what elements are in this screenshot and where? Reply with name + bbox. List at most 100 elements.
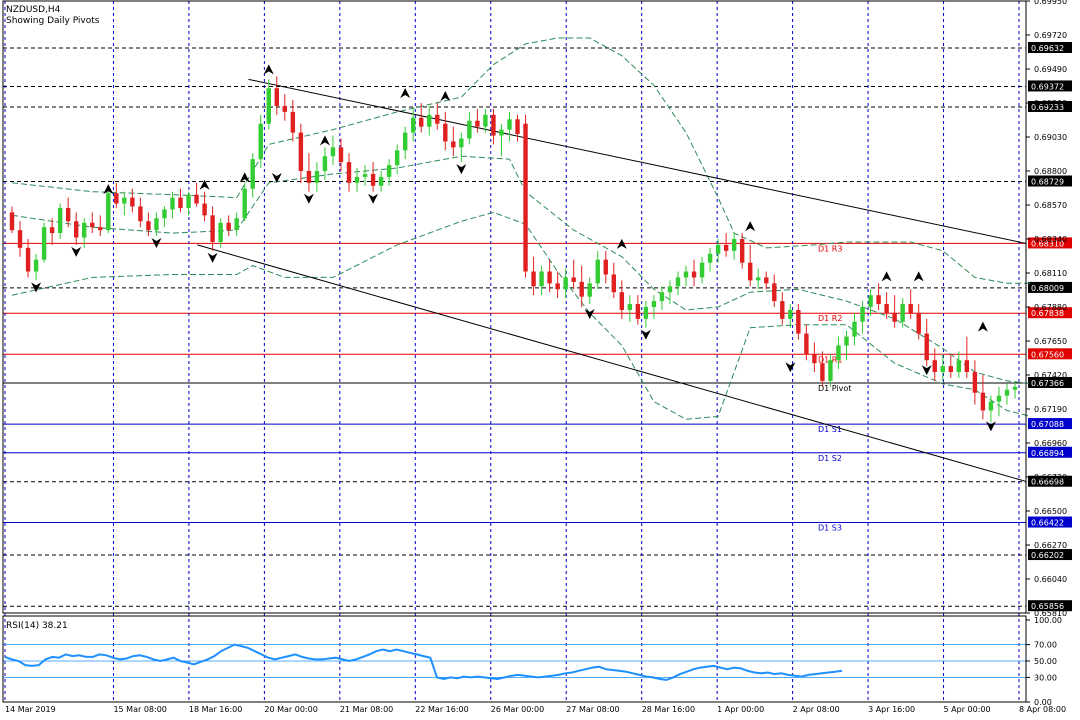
fractal-up-marker [881,271,892,282]
candle-bear [346,162,352,183]
candle-bull [715,244,721,254]
fractal-down-marker [271,173,282,183]
candle-bear [820,363,825,381]
price-tick-label: 0.66270 [1034,541,1067,550]
candle-bear [146,221,151,231]
candle-bear [772,283,777,302]
fractal-down-marker [456,164,467,175]
candle-bull [651,301,657,307]
candle-bear [691,271,697,278]
fractal-up-marker [440,91,451,101]
time-grid: 14 Mar 2019 15 Mar 08:00 18 Mar 16:00 20 Ma… [4,1,1066,714]
rsi-panel: 100.00 70.00 50.00 30.00 0.00 [3,616,1062,707]
price-level-value: 0.67366 [1031,379,1064,388]
pivot-level-name: D1 R2 [818,314,842,323]
pivots-subtitle: Showing Daily Pivots [6,16,100,26]
candle-bear [972,372,978,393]
candle-bull [362,173,368,177]
candle-bull [587,283,592,297]
fractal-down-marker [921,365,932,376]
fractal-up-marker [263,64,274,75]
rsi-tick-label: 50.00 [1034,657,1057,666]
price-tick-label: 0.68340 [1034,235,1067,244]
candle-bear [884,304,889,313]
candle-bear [491,114,496,136]
candle-bull [595,259,600,284]
candle-bull [844,336,849,346]
candle-bear [274,88,280,106]
price-level-badge [1028,475,1072,487]
candle-bear [964,360,970,373]
candle-bear [908,304,913,313]
candle-bull [234,218,239,231]
candle-bull [322,156,328,171]
candle-bear [547,271,552,284]
price-tick-label: 0.65810 [1034,609,1067,618]
candle-bear [603,259,608,275]
candle-bull [483,114,488,127]
candle-bear [739,239,745,263]
price-tick-label: 0.69260 [1034,99,1067,108]
candle-bull [106,193,111,231]
price-level-value: 0.65856 [1031,602,1064,611]
candle-bear [49,227,55,234]
pivot-level-name: D1 S3 [818,524,842,533]
candle-bull [499,129,504,136]
candle-bull [539,271,544,287]
candle-bear [114,193,119,204]
candle-bull [33,259,39,272]
candle-bull [940,366,945,373]
candle-bull [258,123,263,160]
price-level-badge [1028,348,1072,360]
fractal-up-marker [319,135,330,146]
candle-bull [731,239,737,251]
candle-bear [210,215,215,242]
price-level-badge [1028,307,1072,319]
candle-bear [619,292,625,310]
fractal-up-marker [239,172,250,183]
price-tick-label: 0.69490 [1034,65,1067,74]
candle-bull [41,227,47,260]
time-tick-label: 2 Apr 08:00 [793,705,840,714]
fractal-up-marker [400,88,411,99]
candle-bull [852,321,857,337]
rsi-title: RSI(14) 38.21 [6,621,68,631]
candle-bear [531,271,536,287]
candle-bear [475,120,480,127]
fractal-down-marker [584,309,595,319]
price-level-badge [1028,80,1072,92]
fractal-down-marker [985,421,996,432]
time-tick-label: 3 Apr 16:00 [868,705,915,714]
candle-bear [298,132,304,171]
price-level-value: 0.68729 [1031,177,1064,186]
rsi-tick-label: 30.00 [1034,673,1057,682]
rsi-tick-label: 0.00 [1034,698,1052,707]
fractal-up-marker [103,184,114,195]
price-level-value: 0.68310 [1031,239,1064,248]
candle-bull [218,222,223,242]
price-tick-label: 0.66500 [1034,507,1067,516]
price-tick-label: 0.66730 [1034,473,1067,482]
price-level-badge [1028,376,1072,388]
candle-bull [900,304,905,322]
time-tick-label: 27 Mar 08:00 [566,705,619,714]
price-level-badge [1028,42,1072,54]
candle-bull [394,150,400,166]
candle-bear [451,141,456,148]
time-tick-label: 5 Apr 00:00 [944,705,991,714]
price-tick-label: 0.67190 [1034,405,1067,414]
candle-bull [699,262,705,278]
candle-bear [812,354,817,364]
price-tick-label: 0.66960 [1034,439,1067,448]
time-tick-label: 8 Apr 08:00 [1019,705,1066,714]
price-level-badge [1028,281,1072,293]
price-tick-label: 0.67420 [1034,371,1067,380]
price-level-badge [1028,418,1072,430]
candle-bear [515,119,520,135]
candle-bull [627,304,633,310]
candle-bear [635,304,641,319]
candle-bull [154,218,159,231]
candle-bull [643,307,649,319]
fractal-down-marker [640,329,651,340]
candle-bull [659,292,665,302]
